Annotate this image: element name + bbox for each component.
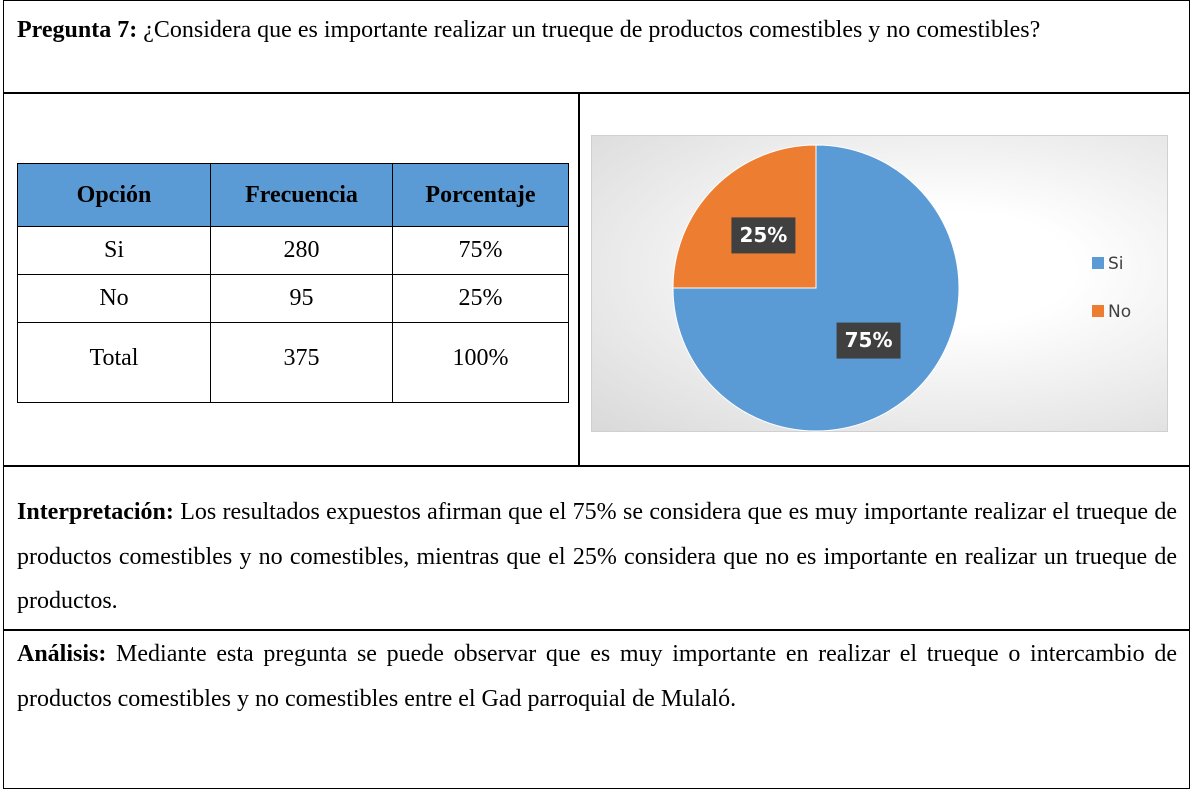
analysis-label: Análisis: bbox=[17, 641, 107, 667]
interpretation: Interpretación: Los resultados expuestos… bbox=[17, 490, 1177, 624]
legend-swatch bbox=[1092, 257, 1104, 269]
cell: Si bbox=[17, 226, 211, 275]
data-label: 75% bbox=[845, 328, 893, 352]
analysis-text: Mediante esta pregunta se puede observar… bbox=[17, 641, 1177, 712]
legend-label: No bbox=[1108, 302, 1131, 322]
cell: 75% bbox=[392, 226, 569, 275]
label-box bbox=[731, 217, 796, 254]
pie-chart: 75% 25% Si No bbox=[672, 144, 1131, 432]
legend-swatch bbox=[1092, 305, 1104, 317]
header-cell: Frecuencia bbox=[210, 163, 393, 227]
data-label: 25% bbox=[739, 223, 787, 247]
analysis-cell bbox=[3, 629, 1190, 789]
question-text: ¿Considera que es importante realizar un… bbox=[143, 17, 1041, 43]
interpretation-text: Los resultados expuestos afirman que el … bbox=[17, 499, 1178, 614]
legend-label: Si bbox=[1108, 254, 1124, 274]
cell: 25% bbox=[392, 274, 569, 323]
question: Pregunta 7: ¿Considera que es importante… bbox=[17, 8, 1177, 53]
interpretation-cell bbox=[3, 465, 1190, 631]
cell: No bbox=[17, 274, 211, 323]
chart-area: 75% 25% Si No bbox=[591, 135, 1168, 432]
analysis: Análisis: Mediante esta pregunta se pued… bbox=[17, 632, 1177, 721]
cell: 375 bbox=[210, 322, 393, 403]
cell: Total bbox=[17, 322, 211, 403]
question-label: Pregunta 7: bbox=[17, 17, 138, 43]
cell: 100% bbox=[392, 322, 569, 403]
cell: 95 bbox=[210, 274, 393, 323]
chart-cell bbox=[578, 92, 1190, 467]
label-box bbox=[836, 322, 901, 359]
header-cell: Porcentaje bbox=[392, 163, 569, 227]
frequency-table: Opción Frecuencia Porcentaje Si 280 75% No… bbox=[17, 163, 569, 403]
table-cell bbox=[3, 92, 580, 467]
question-cell bbox=[3, 0, 1190, 94]
header-cell: Opción bbox=[17, 163, 211, 227]
pie-slice bbox=[672, 144, 960, 432]
pie-slice bbox=[672, 144, 817, 289]
cell: 280 bbox=[210, 226, 393, 275]
interpretation-label: Interpretación: bbox=[17, 499, 174, 525]
